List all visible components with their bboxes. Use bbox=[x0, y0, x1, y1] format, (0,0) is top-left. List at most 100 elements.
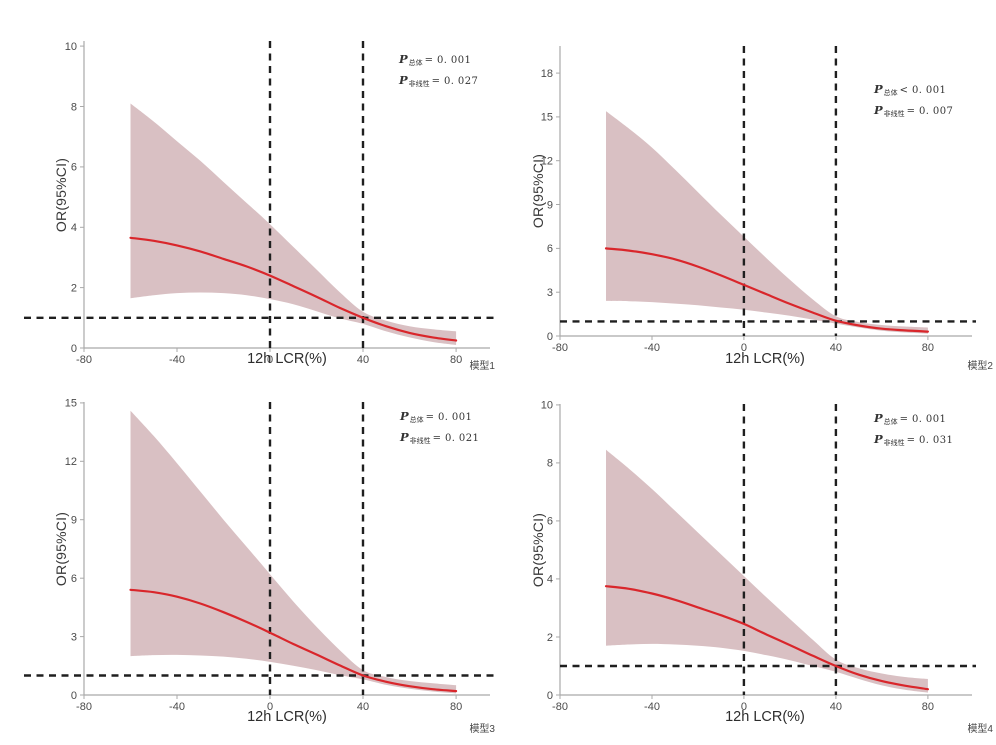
rcs-panel-model3: 0 3 6 9 12 15 -80 -40 0 40 80 OR(95%CI) 12h LCR(%)… bbox=[0, 373, 498, 745]
svg-text:6: 6 bbox=[547, 516, 553, 528]
rcs-panel-model4: 0 2 4 6 8 10 -80 -40 0 40 80 OR(95%CI) 12h LCR(%) … bbox=[498, 373, 996, 745]
svg-text:-40: -40 bbox=[644, 342, 660, 354]
p-subscript: 非线性 bbox=[883, 110, 905, 118]
rcs-panel-model1: 0 2 4 6 8 10 -80 -40 0 40 80 OR(95%CI) 12h LCR(%) … bbox=[0, 0, 498, 372]
p-subscript: 总体 bbox=[408, 59, 423, 67]
p-overall-line: P总体 = 0. 001 bbox=[399, 49, 478, 70]
svg-text:-80: -80 bbox=[552, 701, 568, 713]
p-subscript: 总体 bbox=[883, 89, 898, 97]
svg-text:4: 4 bbox=[71, 222, 77, 234]
svg-text:15: 15 bbox=[65, 398, 77, 410]
x-axis-label: 12h LCR(%) bbox=[247, 709, 327, 725]
svg-text:8: 8 bbox=[547, 458, 553, 470]
x-axis-label: 12h LCR(%) bbox=[247, 351, 327, 367]
svg-text:12: 12 bbox=[541, 156, 553, 168]
p-value: = 0. 001 bbox=[425, 412, 473, 423]
p-overall-line: P总体 < 0. 001 bbox=[874, 79, 953, 100]
p-value-annotation: P总体 = 0. 001 P非线性 = 0. 027 bbox=[399, 49, 478, 91]
rcs-plot-model4: 0 2 4 6 8 10 -80 -40 0 40 80 bbox=[541, 400, 976, 713]
p-symbol: P bbox=[874, 432, 883, 446]
svg-text:8: 8 bbox=[71, 101, 77, 113]
p-overall-line: P总体 = 0. 001 bbox=[400, 406, 479, 427]
svg-text:40: 40 bbox=[830, 701, 842, 713]
p-subscript: 总体 bbox=[883, 418, 898, 426]
svg-text:6: 6 bbox=[547, 243, 553, 255]
svg-text:0: 0 bbox=[547, 331, 553, 343]
svg-text:2: 2 bbox=[547, 632, 553, 644]
p-value: < 0. 001 bbox=[899, 85, 947, 96]
p-value-annotation: P总体 = 0. 001 P非线性 = 0. 031 bbox=[874, 408, 953, 450]
p-nonlinear-line: P非线性 = 0. 027 bbox=[399, 70, 478, 91]
svg-text:80: 80 bbox=[922, 701, 934, 713]
p-value-annotation: P总体 < 0. 001 P非线性 = 0. 007 bbox=[874, 79, 953, 121]
p-nonlinear-line: P非线性 = 0. 021 bbox=[400, 427, 479, 448]
svg-text:15: 15 bbox=[541, 112, 553, 124]
svg-text:12: 12 bbox=[65, 456, 77, 468]
svg-text:0: 0 bbox=[267, 701, 273, 713]
svg-text:6: 6 bbox=[71, 162, 77, 174]
y-axis-label: OR(95%CI) bbox=[53, 511, 69, 587]
svg-text:0: 0 bbox=[741, 342, 747, 354]
svg-text:2: 2 bbox=[71, 282, 77, 294]
svg-text:-40: -40 bbox=[169, 701, 185, 713]
p-overall-line: P总体 = 0. 001 bbox=[874, 408, 953, 429]
p-value: = 0. 001 bbox=[424, 55, 472, 66]
svg-text:18: 18 bbox=[541, 68, 553, 80]
svg-text:80: 80 bbox=[922, 342, 934, 354]
model-label: 模型4 bbox=[967, 724, 993, 735]
rcs-plot-model3: 0 3 6 9 12 15 -80 -40 0 40 80 bbox=[24, 398, 496, 713]
model-label: 模型2 bbox=[967, 361, 993, 372]
p-symbol: P bbox=[874, 411, 883, 425]
svg-text:9: 9 bbox=[547, 199, 553, 211]
p-value-annotation: P总体 = 0. 001 P非线性 = 0. 021 bbox=[400, 406, 479, 448]
svg-text:80: 80 bbox=[450, 701, 462, 713]
x-axis-label: 12h LCR(%) bbox=[725, 351, 805, 367]
y-axis-label: OR(95%CI) bbox=[530, 153, 546, 229]
y-axis-label: OR(95%CI) bbox=[530, 512, 546, 588]
svg-text:-40: -40 bbox=[644, 701, 660, 713]
svg-text:0: 0 bbox=[71, 343, 77, 355]
p-subscript: 总体 bbox=[409, 416, 424, 424]
svg-text:10: 10 bbox=[65, 41, 77, 53]
svg-text:9: 9 bbox=[71, 515, 77, 527]
svg-text:80: 80 bbox=[450, 354, 462, 366]
svg-text:40: 40 bbox=[357, 354, 369, 366]
p-subscript: 非线性 bbox=[409, 437, 431, 445]
p-symbol: P bbox=[399, 73, 408, 87]
svg-text:3: 3 bbox=[547, 287, 553, 299]
svg-text:0: 0 bbox=[71, 690, 77, 702]
rcs-panel-model2: 0 3 6 9 12 15 18 -80 -40 0 40 80 OR(95%CI) 12h LCR(… bbox=[498, 0, 996, 372]
svg-text:40: 40 bbox=[830, 342, 842, 354]
svg-text:10: 10 bbox=[541, 400, 553, 412]
p-nonlinear-line: P非线性 = 0. 031 bbox=[874, 429, 953, 450]
p-symbol: P bbox=[400, 409, 409, 423]
svg-text:-80: -80 bbox=[76, 701, 92, 713]
p-symbol: P bbox=[874, 103, 883, 117]
svg-text:0: 0 bbox=[267, 354, 273, 366]
p-value: = 0. 021 bbox=[432, 433, 480, 444]
model-label: 模型1 bbox=[469, 361, 495, 372]
rcs-plot-model2: 0 3 6 9 12 15 18 -80 -40 0 40 80 bbox=[541, 46, 976, 354]
svg-text:3: 3 bbox=[71, 631, 77, 643]
p-nonlinear-line: P非线性 = 0. 007 bbox=[874, 100, 953, 121]
svg-text:0: 0 bbox=[741, 701, 747, 713]
y-axis-label: OR(95%CI) bbox=[53, 157, 69, 233]
p-value: = 0. 001 bbox=[899, 414, 947, 425]
svg-text:-80: -80 bbox=[76, 354, 92, 366]
x-axis-label: 12h LCR(%) bbox=[725, 709, 805, 725]
p-value: = 0. 007 bbox=[906, 106, 954, 117]
p-symbol: P bbox=[874, 82, 883, 96]
svg-text:40: 40 bbox=[357, 701, 369, 713]
svg-text:0: 0 bbox=[547, 690, 553, 702]
svg-text:4: 4 bbox=[547, 574, 553, 586]
p-symbol: P bbox=[399, 52, 408, 66]
model-label: 模型3 bbox=[469, 724, 495, 735]
p-subscript: 非线性 bbox=[408, 80, 430, 88]
rcs-plot-model1: 0 2 4 6 8 10 -80 -40 0 40 80 bbox=[24, 41, 496, 366]
svg-text:-40: -40 bbox=[169, 354, 185, 366]
svg-text:-80: -80 bbox=[552, 342, 568, 354]
svg-text:6: 6 bbox=[71, 573, 77, 585]
p-subscript: 非线性 bbox=[883, 439, 905, 447]
p-value: = 0. 027 bbox=[431, 76, 479, 87]
